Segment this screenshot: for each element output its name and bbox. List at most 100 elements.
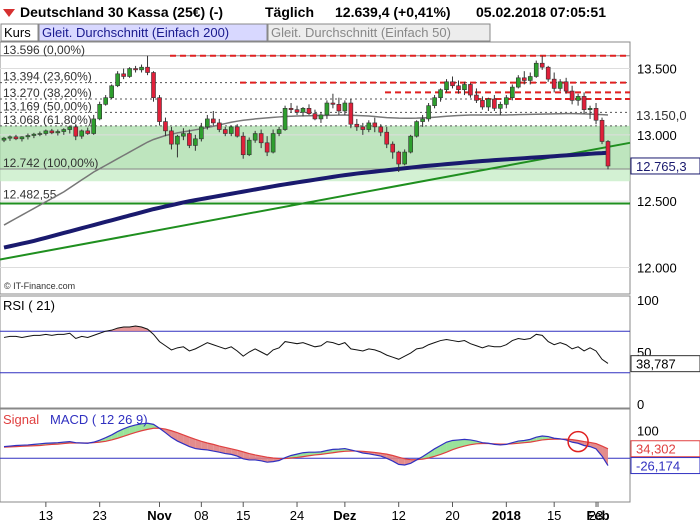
candle-body [163,121,168,132]
macd-histogram-fill [219,446,226,454]
candle-body [43,130,49,134]
candle-body [504,97,509,105]
candle-body [551,78,557,89]
macd-histogram-fill [141,423,148,431]
candle-body [324,102,330,116]
fib-label: 13.270 (38,20%) [3,86,92,100]
candle-body [187,133,192,146]
candle-body [492,98,497,109]
fib-label: 12.742 (100,00%) [3,156,98,170]
candle-body [498,104,503,109]
macd-signal-label: Signal [3,412,39,427]
candle-body [121,73,126,77]
support-label: 12.482,55 [3,187,57,201]
price-tick-label: 13.000 [637,128,677,143]
legend-item-ma50[interactable] [267,23,491,42]
candle-body [240,135,246,156]
candle-body [7,136,13,139]
candle-body [486,98,491,108]
ma200-line [3,150,609,250]
macd-histogram-fill [147,423,154,430]
x-tick-label: Feb [586,508,609,523]
candle-body [372,122,378,128]
candle-body [205,118,210,128]
candle-body [414,121,419,137]
x-tick-label: 12 [391,508,405,523]
fib-label: 13.068 (61,80%) [3,113,92,127]
legend-item-kurs[interactable] [0,23,39,42]
x-tick-label: 13 [39,508,53,523]
candle-body [157,97,162,122]
macd-value-label: -26,174 [636,459,680,474]
macd-histogram-fill [267,457,274,463]
legend-item-ma200[interactable] [38,23,268,42]
candle-body [318,114,324,120]
macd-histogram-fill [392,455,399,465]
candle-body [533,62,539,77]
candle-body [181,133,186,137]
legend-label-ma50: Gleit. Durchschnitt (Einfach 50) [271,25,451,40]
macd-line [3,422,609,466]
macd-histogram-fill [446,440,453,453]
macd-histogram-fill [111,431,118,440]
candle-body [384,131,390,145]
candle-body [521,77,527,81]
macd-histogram-fill [602,446,608,466]
macd-histogram-fill [243,451,250,460]
candle-body [408,135,413,153]
candle-body [396,151,401,165]
candle-body [510,86,515,99]
candle-body [438,89,443,99]
candle-body [557,81,563,89]
candle-body [420,118,425,122]
macd-histogram-fill [207,442,214,452]
macd-histogram-fill [195,439,202,450]
macd-histogram-fill [177,432,184,444]
triangle-down-icon [3,9,15,17]
candle-body [55,131,61,134]
candle-body [73,126,79,137]
candle-body [581,96,587,110]
fib-label: 13.169 (50,00%) [3,99,92,113]
candle-body [199,126,204,140]
signal-value-label: 34,302 [636,442,676,457]
x-tick-label: 23 [92,508,106,523]
candle-body [91,118,97,134]
rsi-panel-frame [0,295,631,409]
candle-body [133,68,138,71]
watermark: © IT-Finance.com [4,281,75,291]
candle-body [139,66,144,71]
candle-body [127,68,132,77]
macd-histogram-fill [452,439,459,450]
candle-body [599,119,605,142]
candle-body [587,108,593,110]
candle-body [31,133,37,136]
candle-body [264,142,270,153]
candle-body [354,123,360,128]
chart-title: Deutschland 30 Kassa (25€) (-) [20,4,223,20]
timestamp: 05.02.2018 07:05:51 [476,4,606,20]
macd-histogram-fill [398,457,405,465]
candle-body [527,76,533,81]
macd-panel: 100 34,302 -26,174 Signal MACD ( 12 26 9) [0,408,700,503]
candle-body [294,109,300,113]
candle-body [306,108,312,114]
candle-body [276,129,282,134]
candle-body [115,73,120,87]
candle-body [222,129,228,134]
rsi-value-box [630,355,700,373]
candle-body [175,135,180,145]
candle-body [67,126,73,130]
macd-tick-label: 100 [637,423,659,438]
candle-body [312,113,318,120]
signal-value-box [630,440,700,458]
candle-body [49,130,55,134]
candle-body [288,108,294,110]
candle-body [378,126,384,133]
candle-body [444,81,449,91]
macd-panel-frame [0,408,631,503]
candle-body [450,81,455,87]
candle-body [402,151,407,165]
candle-body [605,141,611,167]
macd-histogram-fill [464,439,471,447]
